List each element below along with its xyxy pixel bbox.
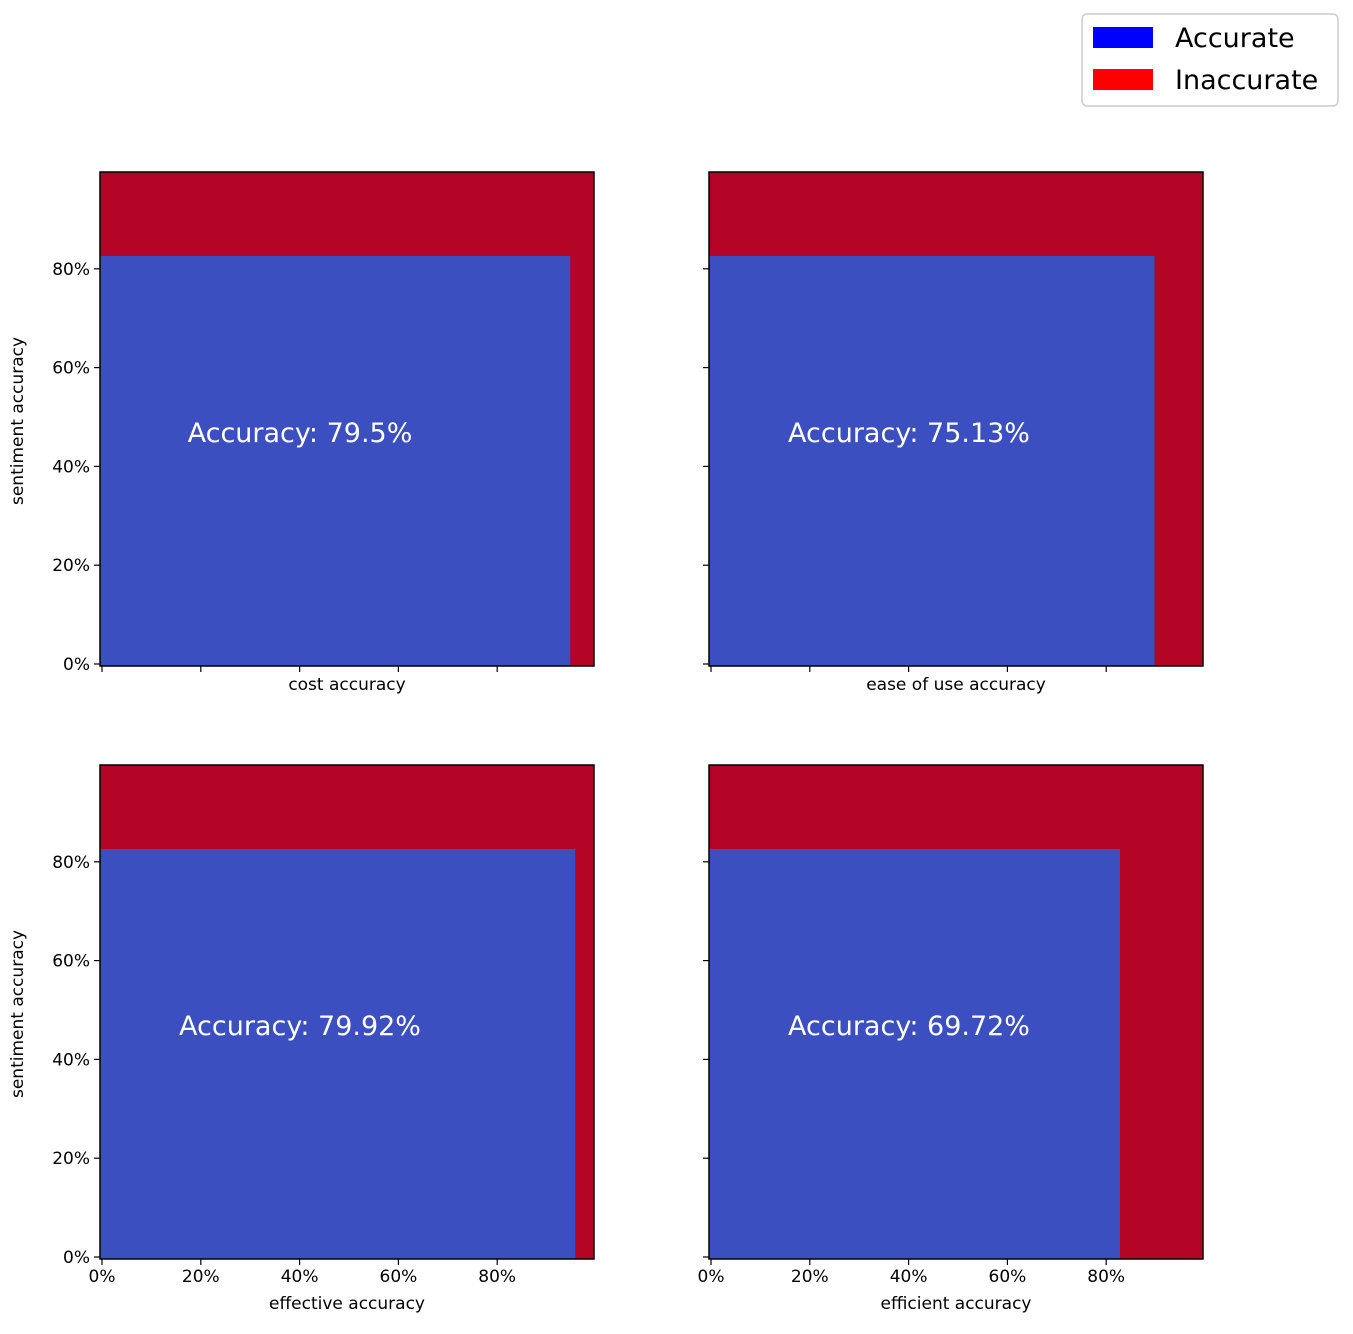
y-tick-label: 20% [52, 556, 90, 576]
axes-frame [708, 764, 1204, 1260]
accuracy-annotation: Accuracy: 79.5% [188, 418, 413, 449]
accurate-bar [709, 255, 1155, 667]
x-axis-label: efficient accuracy [881, 1294, 1032, 1314]
accurate-bar [709, 848, 1121, 1259]
subplot-grid: Accuracy: 79.5% 0% 20% 40% 60% 80% cost accura… [8, 171, 1204, 1314]
accurate-bar [100, 255, 571, 667]
legend-swatch [1093, 27, 1153, 48]
x-tick-label: 0% [89, 1267, 116, 1287]
y-tick-label: 0% [63, 655, 90, 675]
y-axis-label: sentiment accuracy [8, 930, 28, 1098]
y-tick-label: 80% [52, 853, 90, 873]
x-tick-label: 60% [989, 1267, 1027, 1287]
y-tick-label: 60% [52, 952, 90, 972]
accuracy-annotation: Accuracy: 79.92% [179, 1011, 421, 1042]
legend-label: Accurate [1175, 23, 1295, 54]
x-tick-label: 0% [698, 1267, 725, 1287]
y-tick-label: 0% [63, 1248, 90, 1268]
x-tick-label: 40% [281, 1267, 319, 1287]
y-axis-label: sentiment accuracy [8, 337, 28, 505]
subplot-1: Accuracy: 79.5% 0% 20% 40% 60% 80% cost accura… [8, 171, 595, 695]
y-tick-label: 40% [52, 1050, 90, 1070]
x-axis-label: ease of use accuracy [866, 675, 1046, 695]
x-tick-label: 40% [890, 1267, 928, 1287]
x-tick-label: 20% [791, 1267, 829, 1287]
accurate-bar [100, 848, 576, 1259]
axes-frame [99, 171, 595, 667]
x-tick-label: 80% [1087, 1267, 1125, 1287]
legend-label: Inaccurate [1175, 65, 1318, 96]
legend: Accurate Inaccurate [1081, 13, 1339, 107]
axes-frame [99, 764, 595, 1260]
x-axis-label: cost accuracy [288, 675, 405, 695]
y-tick-label: 40% [52, 457, 90, 477]
y-tick-label: 80% [52, 260, 90, 280]
x-tick-label: 60% [380, 1267, 418, 1287]
x-tick-label: 80% [478, 1267, 516, 1287]
legend-swatch [1093, 69, 1153, 90]
axes-frame [708, 171, 1204, 667]
x-axis-label: effective accuracy [269, 1294, 425, 1314]
y-tick-label: 20% [52, 1149, 90, 1169]
accuracy-annotation: Accuracy: 75.13% [788, 418, 1030, 449]
accuracy-annotation: Accuracy: 69.72% [788, 1011, 1030, 1042]
subplot-4: Accuracy: 69.72% 0% 20% 40% 60% 80% efficient … [698, 764, 1204, 1314]
subplot-3: Accuracy: 79.92% 0% 20% 40% 60% 80% 0% 20% 40% 60… [8, 764, 595, 1314]
x-tick-label: 20% [182, 1267, 220, 1287]
subplot-2: Accuracy: 75.13% ease of use accuracy [703, 171, 1204, 695]
y-tick-label: 60% [52, 359, 90, 379]
